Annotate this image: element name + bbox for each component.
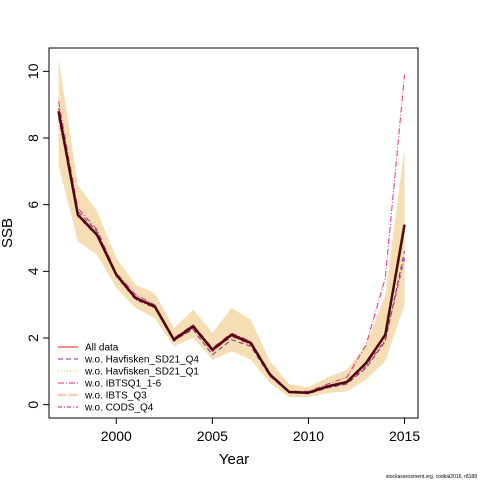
x-tick-label: 2000 [101, 428, 132, 444]
y-tick-label: 0 [25, 401, 41, 409]
x-tick-label: 2005 [197, 428, 228, 444]
legend-label: w.o. IBTSQ1_1-6 [84, 379, 162, 390]
plot-frame [48, 47, 419, 419]
y-axis: 0 2 4 6 8 10 [25, 63, 49, 409]
legend-label: w.o. CODS_Q4 [84, 403, 154, 414]
main-estimate [57, 111, 406, 394]
y-tick-label: 4 [25, 267, 41, 275]
y-tick-label: 6 [25, 201, 41, 209]
confidence-band-area [58, 58, 405, 398]
legend-label: w.o. Havfisken_SD21_Q4 [84, 355, 199, 366]
footer-credit: stockassessment.org, codkat2016, r8188 [386, 474, 477, 480]
x-axis: 2000 2005 2010 2015 [101, 418, 420, 444]
legend-label: w.o. Havfisken_SD21_Q1 [84, 367, 199, 378]
legend-label: w.o. IBTS_Q3 [84, 391, 147, 402]
main-estimate-line [57, 111, 406, 394]
y-tick-label: 10 [25, 63, 41, 79]
y-tick-label: 8 [25, 134, 41, 142]
x-tick-label: 2010 [293, 428, 324, 444]
confidence-band [58, 58, 405, 398]
y-tick-label: 2 [25, 334, 41, 342]
x-axis-title: Year [219, 451, 249, 468]
y-axis-title: SSB [0, 218, 16, 248]
legend-label: All data [85, 343, 119, 354]
x-tick-label: 2015 [389, 428, 420, 444]
